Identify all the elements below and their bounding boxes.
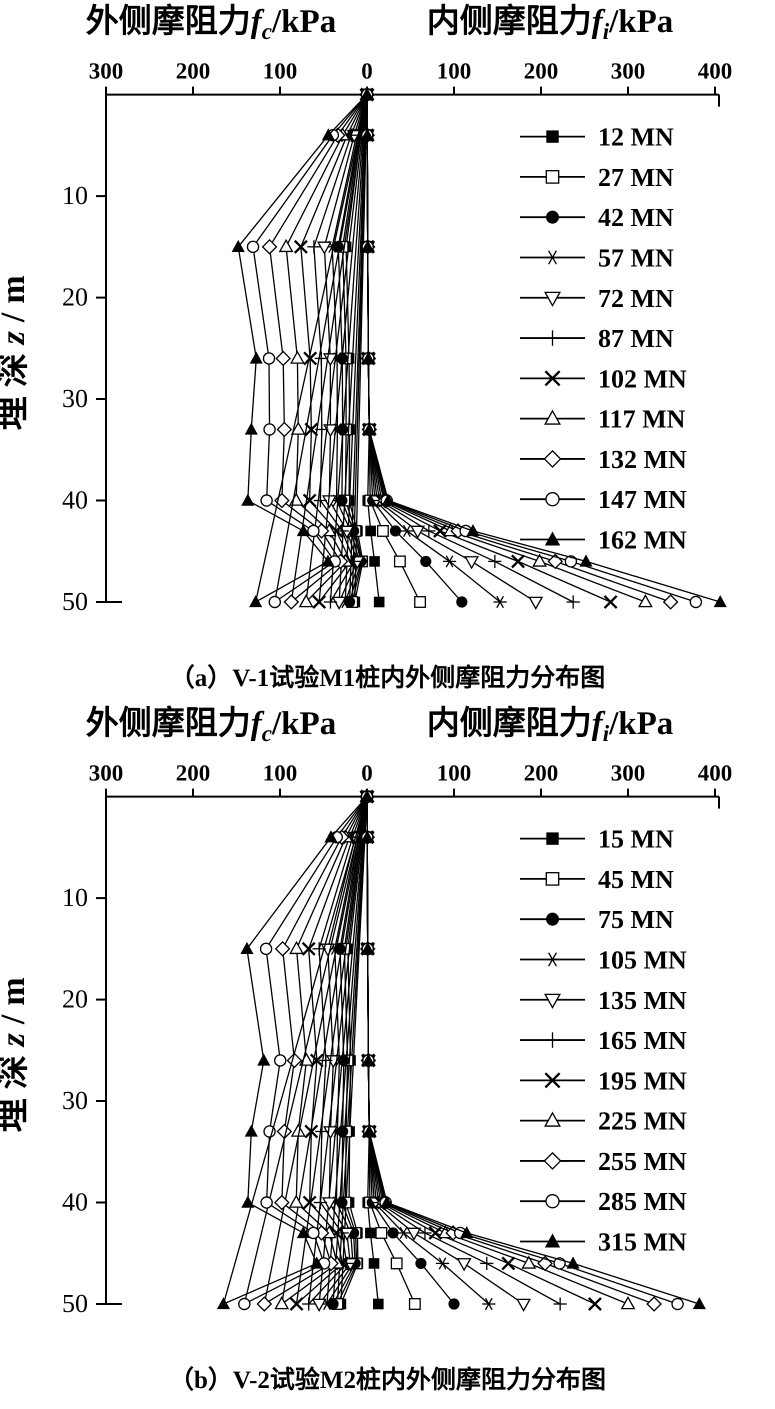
svg-text:165 MN: 165 MN: [598, 1026, 687, 1055]
svg-text:87 MN: 87 MN: [598, 324, 674, 353]
svg-text:外侧摩阻力fc/kPa: 外侧摩阻力fc/kPa: [86, 705, 336, 746]
svg-text:12 MN: 12 MN: [598, 123, 674, 152]
svg-text:200: 200: [176, 59, 211, 84]
svg-text:255 MN: 255 MN: [598, 1147, 687, 1176]
svg-text:100: 100: [263, 59, 298, 84]
svg-text:315 MN: 315 MN: [598, 1228, 687, 1257]
svg-text:105 MN: 105 MN: [598, 945, 687, 974]
svg-text:200: 200: [524, 59, 559, 84]
svg-text:20: 20: [62, 985, 88, 1014]
svg-text:内侧摩阻力fi/kPa: 内侧摩阻力fi/kPa: [427, 3, 674, 44]
svg-text:72 MN: 72 MN: [598, 284, 674, 313]
svg-text:40: 40: [62, 486, 88, 515]
svg-text:27 MN: 27 MN: [598, 163, 674, 192]
svg-text:195 MN: 195 MN: [598, 1066, 687, 1095]
svg-text:15 MN: 15 MN: [598, 825, 674, 854]
svg-text:100: 100: [437, 59, 472, 84]
svg-text:埋深z/m: 埋深z/m: [0, 968, 32, 1132]
svg-text:10: 10: [62, 883, 88, 912]
svg-text:135 MN: 135 MN: [598, 986, 687, 1015]
svg-text:（b）V-2试验M2桩内外侧摩阻力分布图: （b）V-2试验M2桩内外侧摩阻力分布图: [169, 1366, 606, 1394]
svg-text:102 MN: 102 MN: [598, 364, 687, 393]
svg-text:200: 200: [524, 761, 559, 786]
svg-text:400: 400: [698, 59, 733, 84]
svg-text:100: 100: [437, 761, 472, 786]
svg-text:300: 300: [611, 59, 646, 84]
svg-text:300: 300: [611, 761, 646, 786]
svg-text:300: 300: [89, 59, 124, 84]
svg-text:10: 10: [62, 181, 88, 210]
svg-text:40: 40: [62, 1188, 88, 1217]
svg-text:0: 0: [361, 59, 373, 84]
svg-text:225 MN: 225 MN: [598, 1107, 687, 1136]
svg-text:42 MN: 42 MN: [598, 203, 674, 232]
svg-text:132 MN: 132 MN: [598, 445, 687, 474]
svg-text:57 MN: 57 MN: [598, 243, 674, 272]
svg-text:117 MN: 117 MN: [598, 405, 686, 434]
svg-text:162 MN: 162 MN: [598, 526, 687, 555]
svg-text:埋深z/m: 埋深z/m: [0, 266, 32, 430]
svg-text:内侧摩阻力fi/kPa: 内侧摩阻力fi/kPa: [427, 705, 674, 746]
svg-text:75 MN: 75 MN: [598, 905, 674, 934]
svg-text:50: 50: [62, 587, 88, 616]
svg-text:20: 20: [62, 283, 88, 312]
svg-text:0: 0: [361, 761, 373, 786]
svg-text:400: 400: [698, 761, 733, 786]
svg-text:50: 50: [62, 1289, 88, 1318]
svg-text:外侧摩阻力fc/kPa: 外侧摩阻力fc/kPa: [86, 3, 336, 44]
svg-text:45 MN: 45 MN: [598, 865, 674, 894]
svg-text:200: 200: [176, 761, 211, 786]
svg-text:147 MN: 147 MN: [598, 485, 687, 514]
svg-text:285 MN: 285 MN: [598, 1187, 687, 1216]
svg-text:300: 300: [89, 761, 124, 786]
svg-text:（a）V-1试验M1桩内外侧摩阻力分布图: （a）V-1试验M1桩内外侧摩阻力分布图: [170, 664, 606, 692]
svg-text:100: 100: [263, 761, 298, 786]
svg-text:30: 30: [62, 1086, 88, 1115]
svg-text:30: 30: [62, 384, 88, 413]
